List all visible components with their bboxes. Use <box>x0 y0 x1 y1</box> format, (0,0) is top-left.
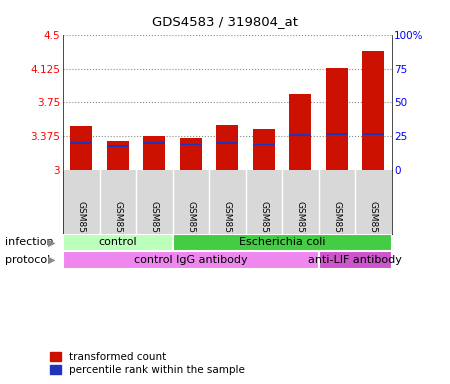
Bar <box>253 144 274 146</box>
Text: ▶: ▶ <box>48 255 55 265</box>
Text: control: control <box>99 237 137 247</box>
Bar <box>216 125 238 170</box>
Text: infection: infection <box>4 237 53 247</box>
Text: protocol: protocol <box>4 255 50 265</box>
Text: GSM857303: GSM857303 <box>113 201 122 256</box>
Bar <box>362 133 384 134</box>
Text: GSM857309: GSM857309 <box>332 201 341 256</box>
Legend: transformed count, percentile rank within the sample: transformed count, percentile rank withi… <box>50 352 245 375</box>
Bar <box>326 133 348 134</box>
Text: GSM857308: GSM857308 <box>296 201 305 256</box>
Bar <box>143 142 165 144</box>
Text: GSM857305: GSM857305 <box>186 201 195 256</box>
Bar <box>70 126 92 170</box>
Bar <box>319 251 392 269</box>
Bar <box>326 68 348 170</box>
Bar <box>216 142 238 144</box>
Text: GSM857304: GSM857304 <box>150 201 159 256</box>
Bar <box>180 138 202 170</box>
Bar <box>180 144 202 146</box>
Bar <box>107 141 129 170</box>
Text: Escherichia coli: Escherichia coli <box>239 237 325 247</box>
Bar <box>63 233 172 251</box>
Text: ▶: ▶ <box>48 237 55 247</box>
Text: GSM857310: GSM857310 <box>369 201 378 256</box>
Text: GSM857302: GSM857302 <box>77 201 86 256</box>
Text: anti-LIF antibody: anti-LIF antibody <box>308 255 402 265</box>
Bar <box>253 129 274 170</box>
Bar <box>362 51 384 170</box>
Text: GSM857306: GSM857306 <box>223 201 232 256</box>
Bar <box>172 233 392 251</box>
Text: control IgG antibody: control IgG antibody <box>134 255 248 265</box>
Bar <box>143 136 165 170</box>
Text: GDS4583 / 319804_at: GDS4583 / 319804_at <box>152 15 298 28</box>
Bar <box>289 94 311 170</box>
Bar <box>107 145 129 147</box>
Bar <box>70 142 92 144</box>
Text: GSM857307: GSM857307 <box>259 201 268 256</box>
Bar <box>63 251 319 269</box>
Bar <box>289 134 311 136</box>
